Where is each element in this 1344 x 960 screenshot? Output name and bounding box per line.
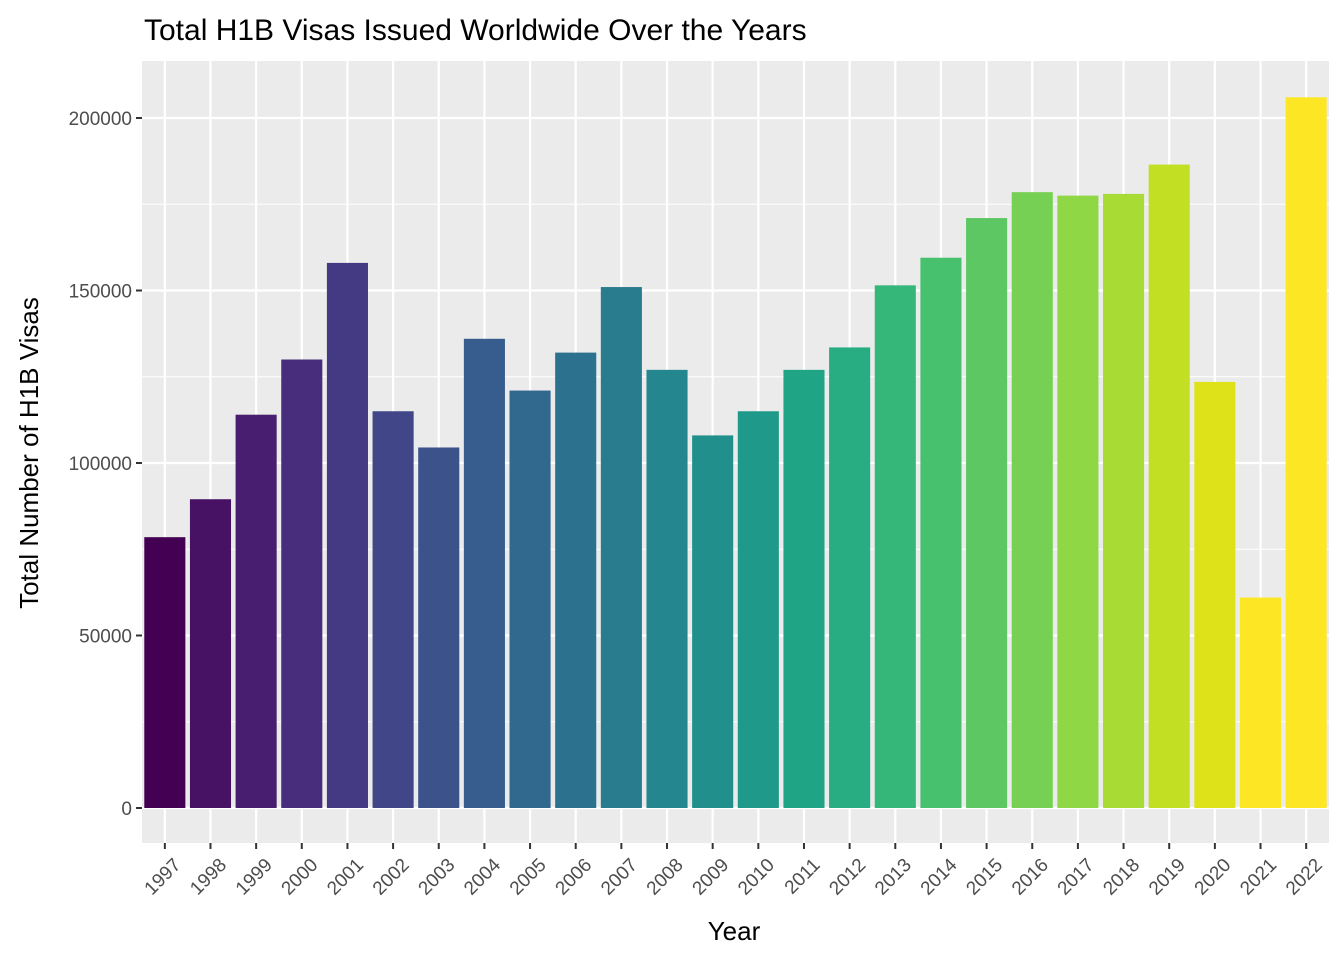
- bar-2011: [783, 369, 825, 808]
- y-tick-label: 100000: [69, 454, 132, 475]
- bar-2009: [692, 435, 734, 808]
- bar-2004: [463, 338, 505, 808]
- bar-2020: [1194, 381, 1236, 808]
- x-tick-label: 2004: [460, 854, 505, 899]
- x-tick-label: 2012: [825, 855, 870, 900]
- x-tick-label: 2011: [781, 855, 825, 899]
- y-tick-label: 50000: [79, 627, 132, 648]
- x-tick-label: 2005: [506, 855, 551, 900]
- x-tick-label: 2017: [1054, 855, 1099, 900]
- bar-2018: [1103, 193, 1145, 808]
- x-tick-label: 1998: [186, 855, 231, 900]
- x-tick-label: 2003: [415, 855, 460, 900]
- x-tick-label: 2022: [1282, 855, 1327, 900]
- bar-1999: [235, 414, 277, 808]
- y-tick-label: 0: [121, 799, 132, 820]
- x-tick-label: 2019: [1145, 855, 1190, 900]
- bar-1998: [189, 499, 232, 808]
- bar-2013: [874, 285, 916, 808]
- x-tick-label: 2006: [552, 855, 597, 900]
- bar-2005: [509, 390, 551, 808]
- bar-2006: [555, 352, 597, 808]
- x-tick-label: 2008: [643, 855, 688, 900]
- x-tick-label: 2007: [597, 855, 642, 900]
- bar-2007: [600, 287, 642, 808]
- bar-2022: [1285, 97, 1327, 809]
- bar-2021: [1239, 597, 1282, 808]
- bar-2002: [372, 411, 414, 808]
- bar-2012: [829, 347, 871, 808]
- bar-2016: [1011, 192, 1053, 809]
- y-tick-label: 200000: [69, 109, 132, 130]
- x-axis-title: Year: [708, 916, 761, 946]
- y-axis-title: Total Number of H1B Visas: [14, 297, 44, 609]
- x-tick-label: 1999: [232, 855, 277, 900]
- bar-2015: [966, 218, 1008, 809]
- bar-2001: [326, 262, 368, 808]
- bar-2000: [281, 359, 323, 808]
- bar-2003: [418, 447, 460, 808]
- x-tick-label: 1997: [141, 855, 186, 900]
- bar-2008: [646, 369, 688, 808]
- x-tick-label: 2010: [734, 855, 779, 900]
- bar-2010: [737, 411, 779, 808]
- x-tick-label: 2000: [278, 855, 323, 900]
- bar-1997: [144, 537, 186, 808]
- y-tick-label: 150000: [69, 282, 132, 303]
- x-tick-label: 2002: [369, 855, 414, 900]
- x-tick-label: 2009: [689, 855, 734, 900]
- x-tick-label: 2021: [1236, 855, 1281, 900]
- bar-2017: [1057, 195, 1099, 808]
- x-tick-label: 2014: [917, 854, 962, 899]
- x-tick-label: 2001: [323, 855, 368, 900]
- x-tick-label: 2020: [1191, 855, 1236, 900]
- x-tick-label: 2015: [962, 855, 1007, 900]
- bar-2019: [1148, 164, 1190, 808]
- x-tick-label: 2016: [1008, 855, 1053, 900]
- x-tick-label: 2018: [1099, 855, 1144, 900]
- chart-title: Total H1B Visas Issued Worldwide Over th…: [144, 14, 807, 47]
- x-tick-label: 2013: [871, 855, 916, 900]
- bar-2014: [920, 257, 962, 809]
